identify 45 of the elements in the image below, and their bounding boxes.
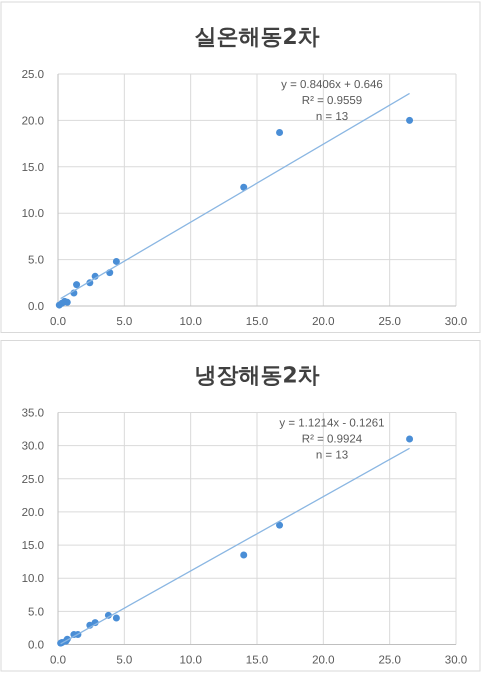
x-tick-label: 30.0: [444, 654, 468, 666]
point: [73, 281, 80, 288]
x-tick-label: 0.0: [50, 316, 66, 328]
x-tick-label: 0.0: [50, 654, 66, 666]
x-tick-label: 5.0: [116, 654, 132, 666]
point: [112, 258, 120, 265]
x-tick-label: 15.0: [246, 654, 268, 666]
y-tick-label: 10.0: [22, 573, 44, 586]
x-tick-label: 15.0: [246, 316, 268, 328]
x-tick-label: 25.0: [378, 654, 401, 666]
annotation: y = 0.8406x + 0.646: [281, 79, 383, 91]
chart-title: 실온해동2차: [194, 25, 320, 50]
x-tick-label: 20.0: [312, 316, 335, 328]
point: [276, 128, 284, 136]
x-tick-label: 5.0: [116, 316, 132, 328]
y-tick-label: 35.0: [22, 408, 44, 420]
y-tick-label: 5.0: [28, 254, 44, 267]
annotation: n = 13: [316, 111, 348, 123]
y-tick-label: 15.0: [22, 540, 44, 552]
x-tick-label: 25.0: [378, 316, 401, 328]
chart-title: 냉장해동2차: [194, 364, 320, 388]
y-tick-label: 0.0: [28, 640, 44, 652]
y-tick-label: 20.0: [22, 506, 44, 519]
y-tick-label: 20.0: [22, 115, 44, 128]
y-tick-label: 0.0: [28, 301, 44, 313]
y-tick-label: 25.0: [22, 474, 44, 486]
x-tick-label: 30.0: [444, 316, 468, 328]
point: [112, 614, 120, 622]
annotation: R² = 0.9924: [302, 434, 363, 446]
y-tick-label: 15.0: [22, 162, 44, 174]
point: [406, 436, 414, 443]
y-tick-label: 25.0: [22, 69, 44, 81]
y-tick-label: 30.0: [22, 440, 44, 453]
y-tick-label: 10.0: [22, 208, 44, 220]
annotation: y = 1.1214x - 0.1261: [279, 418, 385, 430]
annotation: R² = 0.9559: [302, 95, 362, 107]
point: [240, 184, 248, 191]
y-tick-label: 5.0: [28, 606, 44, 618]
x-tick-label: 10.0: [179, 654, 202, 666]
point: [276, 522, 284, 529]
point: [406, 116, 414, 124]
x-tick-label: 10.0: [179, 316, 202, 328]
x-tick-label: 20.0: [312, 654, 335, 666]
point: [240, 552, 248, 559]
annotation: n = 13: [316, 450, 348, 462]
